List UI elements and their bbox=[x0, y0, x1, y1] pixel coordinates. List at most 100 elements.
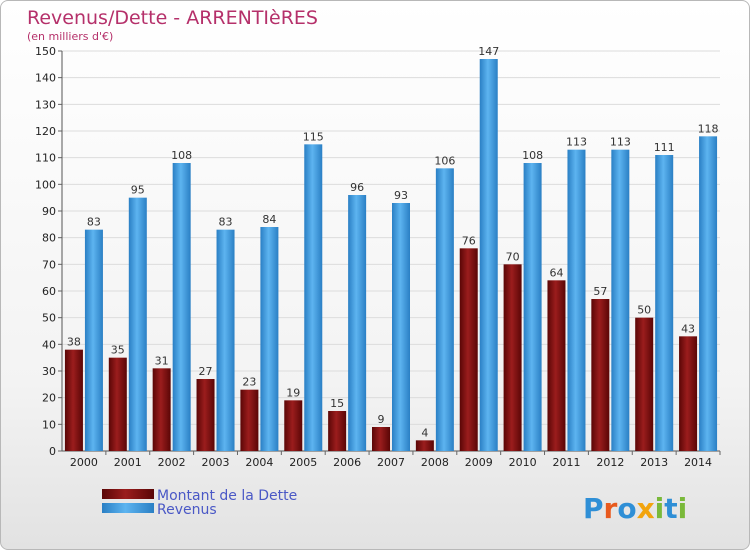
chart-subtitle: (en milliers d'€) bbox=[27, 30, 113, 43]
data-label: 9 bbox=[378, 413, 385, 426]
data-label: 83 bbox=[87, 216, 101, 229]
y-tick-label: 50 bbox=[42, 312, 56, 325]
x-tick-label: 2008 bbox=[421, 456, 449, 469]
bar-dette bbox=[372, 427, 390, 451]
y-tick-label: 40 bbox=[42, 338, 56, 351]
data-label: 95 bbox=[131, 184, 145, 197]
y-tick-label: 130 bbox=[35, 98, 56, 111]
data-label: 23 bbox=[242, 376, 256, 389]
bar-dette bbox=[240, 389, 259, 451]
data-labels: 38 83 35 95 31 108 27 83 23 84 19 115 15 96 9 93 4 106 76 1… bbox=[67, 45, 719, 439]
logo-letter: t bbox=[664, 492, 677, 525]
axes bbox=[58, 50, 721, 455]
y-tick-label: 10 bbox=[42, 418, 56, 431]
bar-dette bbox=[635, 317, 654, 451]
data-label: 93 bbox=[394, 189, 408, 202]
logo-letter: i bbox=[678, 492, 688, 525]
data-label: 15 bbox=[330, 397, 344, 410]
logo-letter: o bbox=[617, 492, 636, 525]
logo-letter: i bbox=[655, 492, 665, 525]
legend-swatch-debt bbox=[102, 489, 154, 499]
x-tick-label: 2007 bbox=[377, 456, 405, 469]
y-tick-label: 70 bbox=[42, 258, 56, 271]
bar-revenus bbox=[128, 197, 147, 451]
x-tick-label: 2009 bbox=[465, 456, 493, 469]
bar-revenus bbox=[435, 168, 454, 452]
grid-lines bbox=[62, 50, 720, 425]
data-label: 113 bbox=[566, 136, 587, 149]
legend: Montant de la Dette Revenus bbox=[102, 488, 297, 518]
bar-revenus bbox=[567, 149, 586, 451]
bar-dette bbox=[108, 357, 127, 451]
y-tick-label: 20 bbox=[42, 392, 56, 405]
data-label: 19 bbox=[286, 386, 300, 399]
chart-title: Revenus/Dette - ARRENTIèRES bbox=[27, 7, 318, 29]
bar-dette bbox=[284, 400, 303, 451]
x-tick-label: 2011 bbox=[552, 456, 580, 469]
bars bbox=[64, 59, 718, 452]
x-tick-label: 2006 bbox=[333, 456, 361, 469]
x-tick-label: 2005 bbox=[289, 456, 317, 469]
y-tick-label: 30 bbox=[42, 365, 56, 378]
y-tick-label: 120 bbox=[35, 125, 56, 138]
bar-revenus bbox=[84, 229, 103, 451]
data-label: 38 bbox=[67, 336, 81, 349]
bar-dette bbox=[64, 349, 83, 451]
bar-dette bbox=[196, 379, 215, 451]
legend-label-debt: Montant de la Dette bbox=[157, 488, 297, 504]
data-label: 147 bbox=[478, 45, 499, 58]
bar-revenus bbox=[172, 163, 191, 451]
data-label: 108 bbox=[522, 149, 543, 162]
bar-dette bbox=[459, 248, 478, 451]
y-tick-label: 110 bbox=[35, 152, 56, 165]
data-label: 84 bbox=[262, 213, 276, 226]
bar-revenus bbox=[304, 144, 323, 452]
logo-letter: x bbox=[637, 492, 655, 525]
logo-letter: r bbox=[604, 492, 618, 525]
data-label: 70 bbox=[506, 250, 520, 263]
x-tick-label: 2002 bbox=[158, 456, 186, 469]
x-tick-labels: 2000 2001 2002 2003 2004 2005 2006 2007 2008 2009… bbox=[70, 456, 712, 469]
y-tick-label: 140 bbox=[35, 72, 56, 85]
bar-revenus bbox=[216, 229, 235, 451]
y-tick-label: 60 bbox=[42, 285, 56, 298]
y-tick-label: 100 bbox=[35, 178, 56, 191]
bar-dette bbox=[547, 280, 566, 451]
legend-swatch-revenus bbox=[102, 503, 154, 513]
data-label: 106 bbox=[434, 154, 455, 167]
x-tick-label: 2010 bbox=[509, 456, 537, 469]
data-label: 50 bbox=[637, 304, 651, 317]
bar-revenus bbox=[479, 59, 498, 451]
data-label: 83 bbox=[219, 216, 233, 229]
bar-revenus bbox=[655, 155, 674, 451]
x-tick-label: 2013 bbox=[640, 456, 668, 469]
logo-text: Proxiti bbox=[583, 492, 687, 525]
data-label: 43 bbox=[681, 322, 695, 335]
y-tick-label: 80 bbox=[42, 232, 56, 245]
y-tick-label: 90 bbox=[42, 205, 56, 218]
data-label: 96 bbox=[350, 181, 364, 194]
y-tick-label: 0 bbox=[49, 445, 56, 458]
bar-dette bbox=[591, 299, 610, 451]
data-label: 113 bbox=[610, 136, 631, 149]
data-label: 115 bbox=[303, 130, 324, 143]
y-tick-label: 150 bbox=[35, 45, 56, 58]
data-label: 57 bbox=[593, 285, 607, 298]
data-label: 35 bbox=[111, 344, 125, 357]
x-tick-label: 2000 bbox=[70, 456, 98, 469]
data-label: 76 bbox=[462, 234, 476, 247]
bar-dette bbox=[679, 336, 698, 451]
bar-dette bbox=[415, 440, 434, 451]
data-label: 118 bbox=[698, 122, 719, 135]
legend-label-revenus: Revenus bbox=[157, 502, 217, 518]
bar-dette bbox=[328, 411, 347, 451]
bar-revenus bbox=[699, 136, 718, 452]
data-label: 108 bbox=[171, 149, 192, 162]
x-tick-label: 2003 bbox=[202, 456, 230, 469]
bar-revenus bbox=[260, 227, 279, 451]
x-tick-label: 2001 bbox=[114, 456, 142, 469]
bar-revenus bbox=[392, 203, 410, 451]
logo-letter: P bbox=[583, 492, 604, 525]
